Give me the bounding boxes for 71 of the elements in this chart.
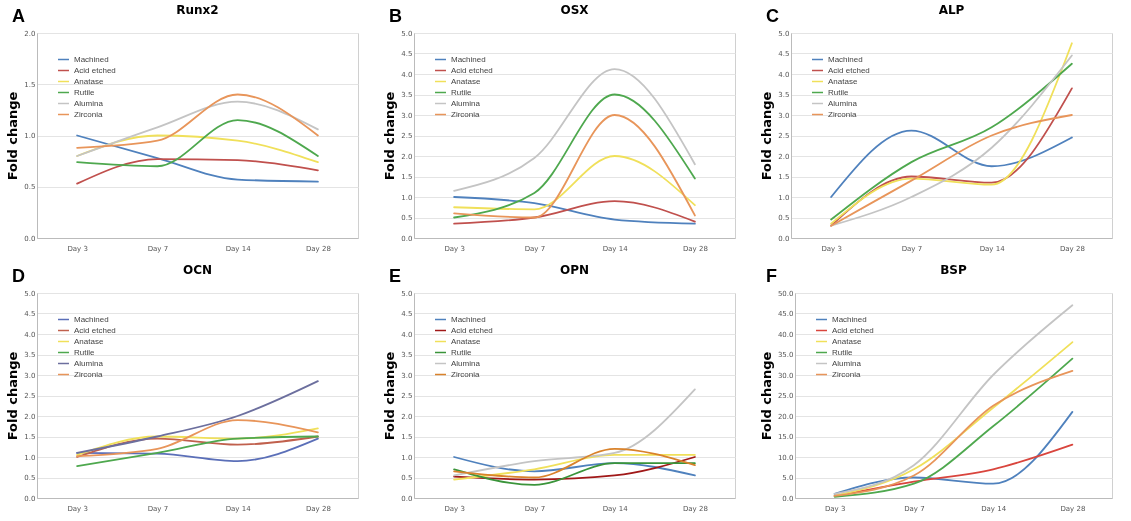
legend-label: Zirconia <box>832 369 861 379</box>
line-series <box>453 93 696 219</box>
line-series <box>76 93 319 149</box>
legend-label: Zirconia <box>451 369 480 379</box>
legend-label: Machined <box>74 314 109 324</box>
chart-title: ALP <box>938 3 965 17</box>
legend-label: Machined <box>74 54 109 64</box>
legend-label: Acid etched <box>451 325 493 335</box>
legend-label: Anatase <box>828 76 858 86</box>
legend-label: Alumina <box>74 98 104 108</box>
line-series <box>453 447 696 479</box>
legend-label: Anatase <box>74 76 104 86</box>
line-series <box>76 419 319 458</box>
line-series <box>76 380 319 454</box>
legend-label: Acid etched <box>74 325 116 335</box>
legend-label: Rutile <box>828 87 849 97</box>
y-axis-title: Fold change <box>759 91 775 181</box>
line-series <box>76 119 319 168</box>
text: F <box>766 266 777 287</box>
legend-label: Acid etched <box>451 65 493 75</box>
line-series <box>453 388 696 477</box>
text: E <box>389 266 402 287</box>
chart-title: Runx2 <box>176 3 219 17</box>
legend-label: Zirconia <box>451 109 480 119</box>
legend-label: Zirconia <box>74 369 103 379</box>
legend-label: Anatase <box>74 336 104 346</box>
legend-label: Rutile <box>74 87 95 97</box>
y-axis-title: Fold change <box>5 91 21 181</box>
y-axis-title: Fold change <box>758 351 774 441</box>
legend-label: Anatase <box>451 76 481 86</box>
legend-label: Alumina <box>832 358 862 368</box>
y-axis-title: Fold change <box>382 351 398 441</box>
text: C <box>766 6 779 27</box>
text: D <box>12 266 25 287</box>
line-series <box>830 129 1073 198</box>
text: A <box>12 6 25 27</box>
line-series <box>76 134 319 183</box>
legend-label: Anatase <box>832 336 862 346</box>
line-series <box>833 304 1074 495</box>
chart-title: OCN <box>182 263 213 277</box>
legend-label: Acid etched <box>828 65 870 75</box>
legend-label: Machined <box>451 314 486 324</box>
y-axis-title: Fold change <box>382 91 398 181</box>
legend-label: Zirconia <box>828 109 857 119</box>
line-series <box>76 100 319 157</box>
line-series <box>76 158 319 185</box>
line-series <box>833 411 1074 495</box>
text: B <box>389 6 402 27</box>
chart-title: OSX <box>560 3 590 17</box>
legend-label: Anatase <box>451 336 481 346</box>
chart-title: OPN <box>559 263 590 277</box>
legend-label: Zirconia <box>74 109 103 119</box>
line-series <box>453 155 696 211</box>
legend-label: Acid etched <box>832 325 874 335</box>
line-series <box>453 114 696 219</box>
y-axis-title: Fold change <box>5 351 21 441</box>
legend-label: Alumina <box>451 98 481 108</box>
legend-label: Rutile <box>832 347 853 357</box>
legend-label: Rutile <box>451 87 472 97</box>
legend-label: Acid etched <box>74 65 116 75</box>
legend-label: Rutile <box>74 347 95 357</box>
legend-label: Alumina <box>451 358 481 368</box>
legend-label: Rutile <box>451 347 472 357</box>
line-series <box>453 68 696 192</box>
legend-label: Machined <box>828 54 863 64</box>
chart-title: BSP <box>940 263 967 277</box>
legend-label: Alumina <box>828 98 858 108</box>
legend-label: Machined <box>451 54 486 64</box>
legend-label: Alumina <box>74 358 104 368</box>
line-series <box>830 114 1073 227</box>
legend-label: Machined <box>832 314 867 324</box>
